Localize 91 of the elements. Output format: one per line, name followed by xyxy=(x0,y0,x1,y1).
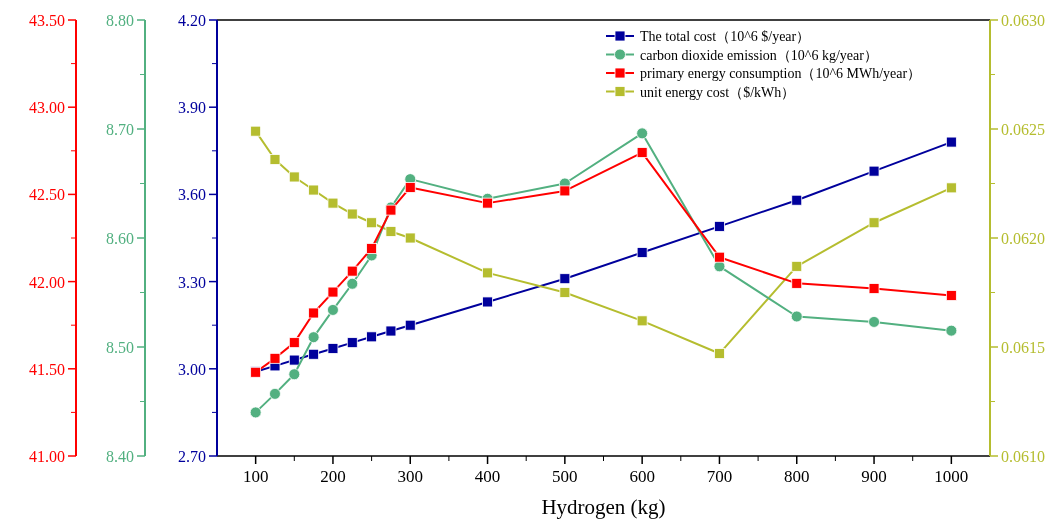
point xyxy=(790,310,803,323)
x-tick-label: 700 xyxy=(706,467,733,486)
point xyxy=(308,184,320,196)
x-tick-label: 100 xyxy=(242,467,269,486)
point xyxy=(327,343,339,354)
point xyxy=(269,154,281,165)
point xyxy=(366,217,377,229)
point xyxy=(636,147,648,158)
y-tick-label: 2.70 xyxy=(178,448,206,465)
x-axis-title: Hydrogen (kg) xyxy=(541,495,666,519)
y-tick-label: 43.50 xyxy=(29,12,65,29)
point xyxy=(366,331,377,343)
point xyxy=(404,232,416,244)
y-tick-label: 42.50 xyxy=(29,186,65,204)
x-tick-label: 600 xyxy=(629,467,655,486)
x-tick-label: 900 xyxy=(861,467,887,486)
point xyxy=(482,296,493,308)
y-tick-label: 3.30 xyxy=(178,273,206,291)
x-tick-label: 1000 xyxy=(934,467,969,486)
point xyxy=(288,171,300,183)
point xyxy=(288,354,300,366)
point xyxy=(559,273,571,285)
y2-tick-label: 0.0615 xyxy=(1001,339,1045,356)
point xyxy=(327,304,339,316)
y-tick-label: 8.80 xyxy=(106,12,134,29)
point xyxy=(346,265,358,277)
legend-label: primary energy consumption（10^6 MWh/year） xyxy=(640,66,922,81)
x-tick-label: 300 xyxy=(397,467,423,486)
y2-tick-label: 0.0610 xyxy=(1001,448,1045,465)
point xyxy=(308,348,320,360)
point xyxy=(559,287,571,298)
point xyxy=(269,387,281,400)
point xyxy=(404,182,416,193)
point xyxy=(249,406,262,419)
point xyxy=(791,277,803,289)
point xyxy=(868,217,880,229)
point xyxy=(636,127,649,140)
point xyxy=(636,315,648,327)
y-tick-label: 3.90 xyxy=(178,99,206,117)
y-tick-label: 8.40 xyxy=(106,448,134,465)
y2-tick-label: 0.0625 xyxy=(1001,121,1045,138)
y-tick-label: 8.70 xyxy=(106,121,134,138)
y-tick-label: 8.60 xyxy=(106,230,134,247)
legend-label: carbon dioxide emission（10^6 kg/year） xyxy=(640,47,878,63)
point xyxy=(868,283,880,294)
point xyxy=(636,247,648,258)
legend-label: The total cost（10^6 $/year） xyxy=(640,29,811,44)
point xyxy=(250,125,262,137)
point xyxy=(945,324,958,337)
point xyxy=(482,267,493,279)
point xyxy=(559,185,571,197)
point xyxy=(346,208,358,220)
point xyxy=(366,243,377,254)
point xyxy=(945,290,957,301)
y-tick-label: 42.00 xyxy=(29,273,65,291)
point xyxy=(945,136,957,148)
point xyxy=(308,307,320,319)
point xyxy=(327,197,339,209)
point xyxy=(288,368,301,381)
point xyxy=(288,337,300,349)
point xyxy=(714,348,725,359)
point xyxy=(385,325,397,337)
point xyxy=(404,319,416,331)
point xyxy=(307,331,320,344)
point xyxy=(714,220,725,232)
legend-label: unit energy cost（$/kWh） xyxy=(640,84,796,100)
y-tick-label: 41.00 xyxy=(29,448,65,465)
y2-tick-label: 0.0620 xyxy=(1001,230,1045,247)
point xyxy=(945,182,957,194)
point xyxy=(868,316,880,328)
point xyxy=(791,194,803,206)
y2-tick-label: 0.0630 xyxy=(1001,12,1045,29)
y-tick-label: 43.00 xyxy=(29,99,65,117)
y-tick-label: 8.50 xyxy=(106,339,134,356)
point xyxy=(346,277,359,290)
point xyxy=(482,197,493,209)
point xyxy=(346,337,358,349)
point xyxy=(269,352,281,364)
y-tick-label: 3.00 xyxy=(178,360,206,378)
point xyxy=(791,260,803,272)
point xyxy=(714,251,725,263)
y-tick-label: 41.50 xyxy=(29,360,65,378)
point xyxy=(327,286,339,298)
x-tick-label: 200 xyxy=(320,467,346,486)
y-tick-label: 4.20 xyxy=(178,12,206,29)
point xyxy=(385,226,397,237)
y-tick-label: 3.60 xyxy=(178,186,206,204)
x-tick-label: 400 xyxy=(474,467,501,486)
x-tick-label: 500 xyxy=(552,467,578,486)
x-tick-label: 800 xyxy=(784,467,810,486)
point xyxy=(868,165,880,177)
